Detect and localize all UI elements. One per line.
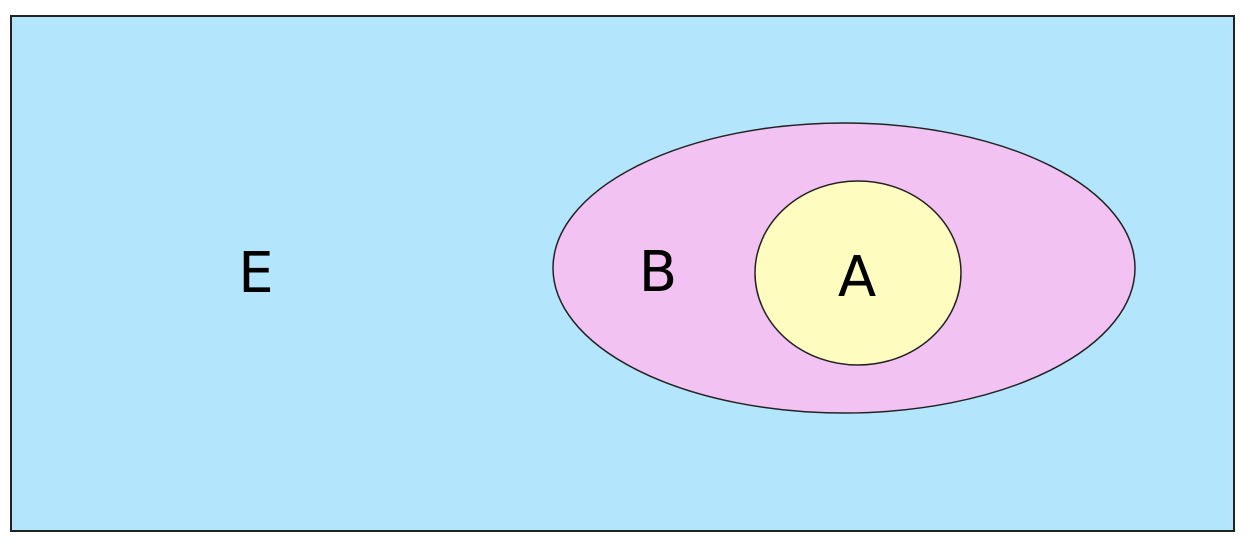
label-E: E (238, 241, 273, 306)
label-B: B (639, 240, 677, 305)
label-A: A (838, 245, 876, 310)
set-A-circle (754, 180, 962, 366)
